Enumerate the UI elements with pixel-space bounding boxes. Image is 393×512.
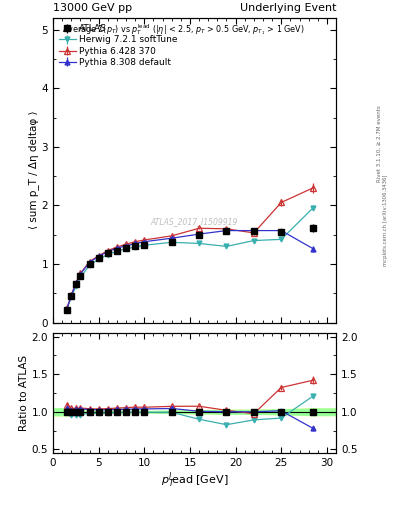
Text: Average $\Sigma(p_T)$ vs $p_T^{\rm lead}$ ($|\eta|$ < 2.5, $p_T$ > 0.5 GeV, $p_{: Average $\Sigma(p_T)$ vs $p_T^{\rm lead}… (62, 23, 304, 37)
Y-axis label: ⟨ sum p_T / Δη deltaφ ⟩: ⟨ sum p_T / Δη deltaφ ⟩ (28, 111, 39, 229)
Text: Rivet 3.1.10, ≥ 2.7M events: Rivet 3.1.10, ≥ 2.7M events (377, 105, 382, 182)
Text: 13000 GeV pp: 13000 GeV pp (53, 3, 132, 13)
Legend: ATLAS, Herwig 7.2.1 softTune, Pythia 6.428 370, Pythia 8.308 default: ATLAS, Herwig 7.2.1 softTune, Pythia 6.4… (57, 23, 180, 69)
Y-axis label: Ratio to ATLAS: Ratio to ATLAS (19, 355, 29, 431)
Text: mcplots.cern.ch [arXiv:1306.3436]: mcplots.cern.ch [arXiv:1306.3436] (383, 175, 387, 266)
Text: Underlying Event: Underlying Event (239, 3, 336, 13)
X-axis label: $p_T^l\!$ead [GeV]: $p_T^l\!$ead [GeV] (161, 471, 228, 490)
Text: ATLAS_2017_I1509919: ATLAS_2017_I1509919 (151, 218, 238, 226)
